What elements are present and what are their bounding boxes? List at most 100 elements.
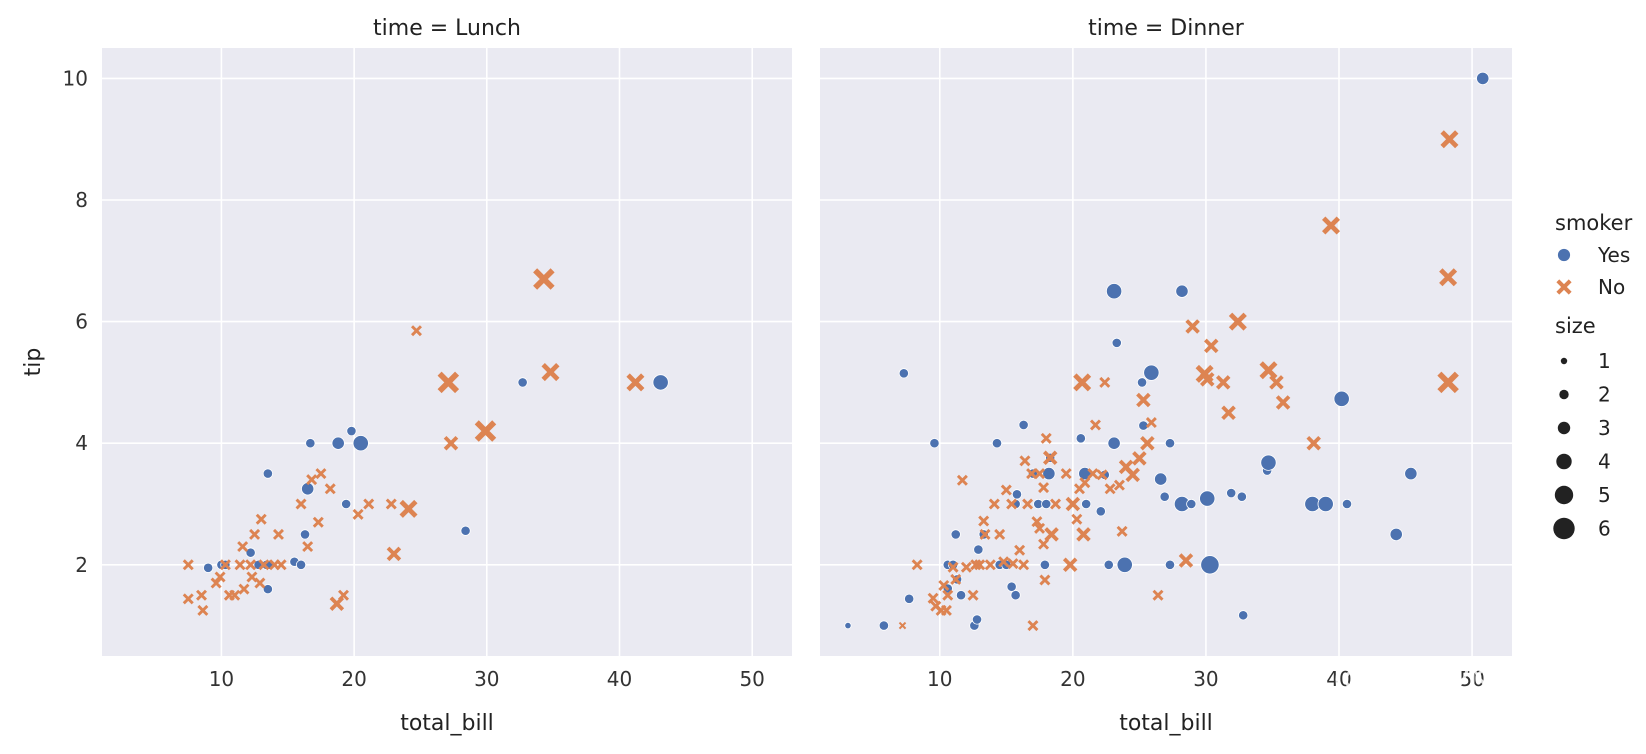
point-smoker-yes [1260, 454, 1277, 471]
point-smoker-no [626, 373, 645, 392]
point-smoker-no [898, 621, 907, 630]
point-smoker-no [1322, 216, 1341, 235]
point-smoker-no [1125, 467, 1140, 483]
point-smoker-yes [1164, 438, 1176, 449]
point-smoker-no [979, 528, 991, 540]
x-tick-label: 40 [1326, 667, 1351, 691]
point-smoker-no [312, 516, 324, 528]
point-smoker-no [1006, 498, 1018, 510]
panel-title: time = Dinner [1088, 16, 1245, 41]
plot-background [820, 48, 1512, 656]
y-axis-label: tip [21, 348, 46, 377]
point-smoker-yes [299, 529, 311, 540]
point-smoker-no [272, 528, 284, 540]
points-group [182, 268, 669, 616]
point-smoker-no [237, 541, 249, 553]
point-smoker-no [254, 577, 266, 589]
point-smoker-no [219, 559, 231, 571]
point-smoker-yes [1238, 610, 1249, 621]
point-smoker-yes [1106, 283, 1123, 300]
x-tick-label: 30 [1193, 667, 1218, 691]
y-tick-label: 4 [75, 431, 88, 455]
point-smoker-no [474, 420, 497, 442]
point-smoker-yes [1186, 498, 1197, 510]
point-smoker-no [1018, 559, 1030, 571]
point-smoker-no [1042, 450, 1058, 466]
point-smoker-no [947, 561, 959, 573]
point-smoker-no [974, 559, 986, 571]
point-smoker-no [1113, 479, 1125, 491]
point-smoker-no [1259, 361, 1278, 380]
point-smoker-no [1104, 483, 1116, 495]
point-smoker-no [196, 589, 208, 601]
point-smoker-no [386, 546, 402, 562]
point-smoker-yes [1333, 390, 1350, 407]
point-smoker-yes [904, 593, 915, 604]
point-smoker-no [315, 468, 327, 480]
point-smoker-yes [878, 620, 889, 631]
legend-size-marker-3 [1557, 421, 1571, 435]
point-smoker-no [1096, 469, 1108, 481]
legend-size-label-1: 1 [1598, 349, 1611, 373]
point-smoker-yes [1042, 466, 1056, 481]
point-smoker-yes [1341, 498, 1353, 510]
point-smoker-no [1039, 574, 1051, 586]
x-tick-label: 30 [474, 667, 499, 691]
point-smoker-yes [1143, 364, 1160, 381]
point-smoker-no [1071, 513, 1083, 525]
point-smoker-yes [517, 377, 528, 388]
point-smoker-yes [973, 544, 984, 555]
point-smoker-no [234, 559, 246, 571]
point-smoker-no [214, 571, 226, 583]
point-smoker-no [245, 559, 257, 571]
legend-marker-yes [1557, 248, 1571, 262]
x-tick-label: 10 [927, 667, 952, 691]
point-smoker-yes [1010, 590, 1021, 601]
point-smoker-no [1437, 371, 1459, 394]
x-tick-label: 50 [739, 667, 764, 691]
legend-size-marker-1 [1560, 357, 1568, 365]
point-smoker-no [1087, 468, 1099, 480]
legend-size-title: size [1555, 314, 1596, 338]
point-smoker-yes [1389, 527, 1403, 542]
point-smoker-yes [950, 529, 961, 540]
point-smoker-yes [1476, 71, 1490, 86]
point-smoker-yes [898, 368, 909, 379]
point-smoker-yes [991, 438, 1003, 449]
point-smoker-no [956, 474, 968, 486]
point-smoker-yes [1095, 506, 1106, 517]
point-smoker-no [1200, 372, 1215, 387]
point-smoker-yes [262, 584, 273, 595]
point-smoker-no [994, 528, 1006, 540]
point-smoker-no [938, 579, 950, 591]
point-smoker-no [352, 508, 364, 520]
x-tick-label: 50 [1459, 667, 1484, 691]
point-smoker-no [1034, 522, 1046, 534]
point-smoker-yes [1317, 495, 1334, 513]
point-smoker-yes [1006, 581, 1017, 592]
x-axis-label: total_bill [1119, 711, 1213, 736]
legend-label-yes: Yes [1597, 243, 1630, 267]
point-smoker-yes [1081, 498, 1092, 510]
legend-hue-title: smoker [1555, 211, 1633, 235]
point-smoker-no [950, 573, 962, 585]
point-smoker-yes [947, 559, 959, 570]
point-smoker-no [1031, 516, 1043, 528]
point-smoker-yes [295, 559, 307, 570]
point-smoker-no [197, 604, 209, 616]
point-smoker-no [258, 559, 270, 571]
point-smoker-yes [346, 425, 357, 437]
point-smoker-no [1228, 312, 1247, 331]
legend-size-marker-4 [1556, 453, 1572, 470]
point-smoker-no [1439, 268, 1458, 287]
point-smoker-no [275, 559, 287, 571]
point-smoker-yes [1164, 559, 1176, 570]
point-smoker-no [1116, 525, 1128, 537]
point-smoker-no [1034, 468, 1046, 480]
point-smoker-no [1007, 558, 1019, 570]
point-smoker-no [249, 528, 261, 540]
point-smoker-no [942, 589, 954, 601]
point-smoker-no [1076, 527, 1091, 542]
point-smoker-no [1204, 338, 1219, 354]
